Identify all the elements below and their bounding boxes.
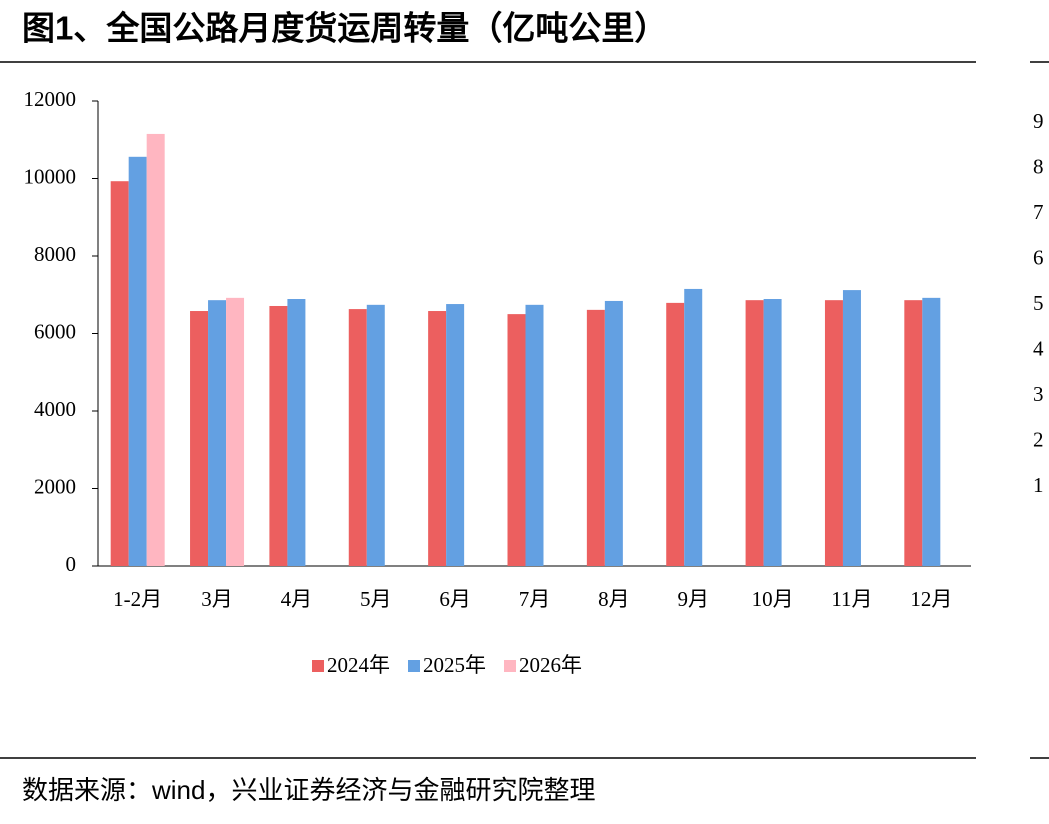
bar (287, 299, 306, 566)
bar (604, 300, 623, 566)
x-tick-label: 1-2月 (113, 587, 162, 611)
x-tick-label: 8月 (598, 587, 630, 611)
legend-swatch (408, 660, 420, 672)
x-tick-label: 11月 (831, 587, 872, 611)
bar (824, 300, 843, 566)
x-tick-label: 12月 (910, 587, 952, 611)
y-tick-label: 0 (66, 552, 77, 576)
y-tick-label: 6 (1033, 245, 1044, 269)
x-tick-label: 9月 (677, 587, 709, 611)
bar (428, 311, 447, 566)
x-tick-label: 5月 (360, 587, 392, 611)
bar (190, 311, 209, 566)
bar (366, 304, 385, 566)
y-tick-label: 9 (1033, 109, 1044, 133)
legend-label: 2025年 (423, 653, 486, 677)
legend-label: 2026年 (519, 653, 582, 677)
bar (446, 304, 465, 566)
y-tick-label: 8000 (34, 242, 76, 266)
y-tick-label: 12000 (24, 87, 77, 111)
y-tick-label: 3 (1033, 382, 1044, 406)
bar (507, 314, 526, 566)
y-tick-label: 5 (1033, 291, 1044, 315)
x-tick-label: 7月 (519, 587, 551, 611)
y-tick-label: 4 (1033, 336, 1044, 360)
bar (922, 297, 941, 566)
bar (666, 302, 685, 566)
x-tick-label: 10月 (752, 587, 794, 611)
chart-title: 图1、全国公路月度货运周转量（亿吨公里） (22, 10, 667, 47)
bar (146, 133, 165, 566)
bar (525, 304, 544, 566)
y-tick-label: 2000 (34, 474, 76, 498)
bar (269, 305, 288, 566)
bar (904, 300, 923, 566)
bar (128, 156, 147, 567)
x-tick-label: 4月 (281, 587, 313, 611)
y-tick-label: 10000 (24, 164, 77, 188)
y-tick-label: 6000 (34, 319, 76, 343)
y-tick-label: 2 (1033, 427, 1044, 451)
bar (684, 288, 703, 566)
legend-swatch (504, 660, 516, 672)
bar (208, 300, 227, 566)
bar (110, 181, 129, 566)
y-tick-label: 1 (1033, 473, 1044, 497)
bar (226, 297, 245, 566)
legend-label: 2024年 (327, 653, 390, 677)
source-note: 数据来源：wind，兴业证券经济与金融研究院整理 (22, 775, 595, 805)
bar (745, 300, 764, 566)
x-tick-label: 3月 (201, 587, 233, 611)
y-tick-label: 4000 (34, 397, 76, 421)
y-tick-label: 8 (1033, 154, 1044, 178)
y-tick-label: 7 (1033, 200, 1044, 224)
bar (842, 290, 861, 566)
bar (586, 309, 605, 566)
bar (348, 309, 367, 566)
legend-swatch (312, 660, 324, 672)
x-tick-label: 6月 (439, 587, 471, 611)
bar (763, 299, 782, 566)
